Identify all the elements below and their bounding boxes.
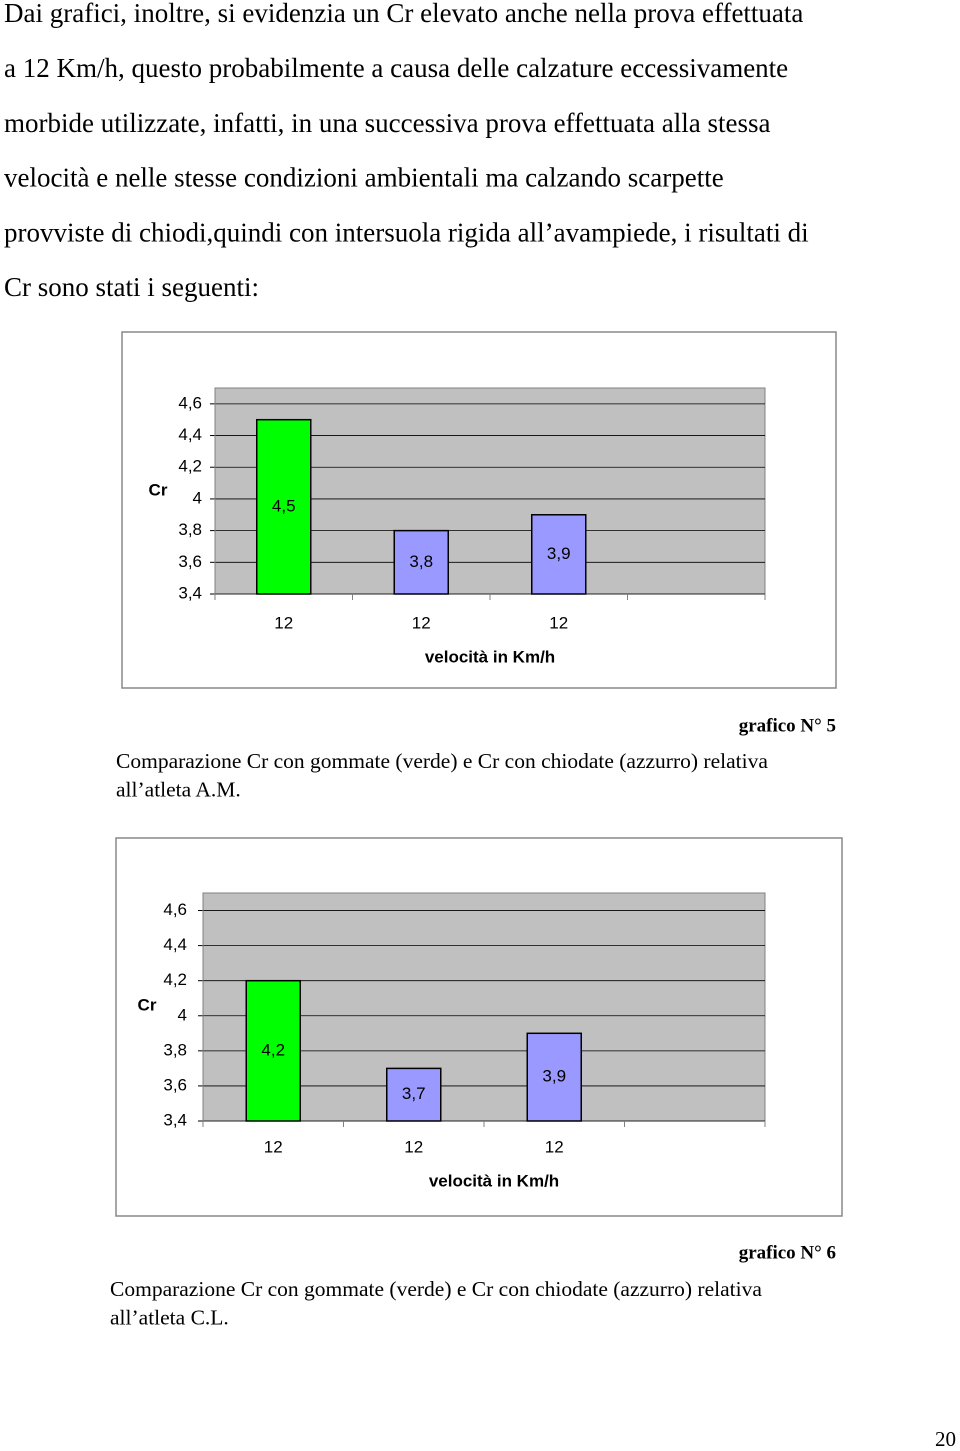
x-tick-label: 12 bbox=[274, 613, 293, 632]
caption-line: all’atleta A.M. bbox=[116, 777, 241, 801]
x-tick-label: 12 bbox=[549, 613, 568, 632]
paragraph-line: provviste di chiodi,quindi con intersuol… bbox=[4, 217, 809, 247]
y-axis-label: Cr bbox=[138, 995, 157, 1014]
y-tick-label: 4 bbox=[178, 1005, 187, 1024]
y-tick-label: 4,2 bbox=[163, 970, 187, 989]
value-label: 3,8 bbox=[409, 552, 433, 571]
value-label: 4,2 bbox=[261, 1040, 285, 1059]
y-tick-label: 3,8 bbox=[178, 520, 202, 539]
paragraph-line: Dai grafici, inoltre, si evidenzia un Cr… bbox=[4, 0, 803, 28]
bar bbox=[245, 979, 301, 1122]
y-tick-label: 4,4 bbox=[163, 935, 187, 954]
value-label: 3,7 bbox=[402, 1084, 426, 1103]
y-tick-label: 4,2 bbox=[178, 457, 202, 476]
x-axis-label: velocità in Km/h bbox=[425, 647, 555, 666]
y-tick-label: 4 bbox=[193, 488, 202, 507]
x-tick-label: 12 bbox=[412, 613, 431, 632]
caption-line: all’atleta C.L. bbox=[110, 1305, 229, 1329]
paragraph-line: velocità e nelle stesse condizioni ambie… bbox=[4, 163, 724, 193]
bar bbox=[386, 1067, 442, 1122]
x-axis-label: velocità in Km/h bbox=[429, 1171, 559, 1190]
y-tick-label: 3,6 bbox=[178, 552, 202, 571]
paragraph-line: a 12 Km/h, questo probabilmente a causa … bbox=[4, 53, 788, 83]
value-label: 3,9 bbox=[547, 544, 571, 563]
caption-line: Comparazione Cr con gommate (verde) e Cr… bbox=[110, 1277, 762, 1301]
y-tick-label: 3,4 bbox=[163, 1110, 187, 1129]
y-tick-label: 4,6 bbox=[163, 900, 187, 919]
bar bbox=[531, 514, 587, 595]
value-label: 3,9 bbox=[542, 1067, 566, 1086]
x-tick-label: 12 bbox=[264, 1137, 283, 1156]
y-tick-label: 3,6 bbox=[163, 1075, 187, 1094]
figure-label: grafico N° 5 bbox=[739, 715, 836, 736]
caption-line: Comparazione Cr con gommate (verde) e Cr… bbox=[116, 749, 768, 773]
bar bbox=[526, 1032, 582, 1122]
figure-label: grafico N° 6 bbox=[739, 1242, 836, 1263]
bar bbox=[393, 529, 449, 595]
y-tick-label: 3,4 bbox=[178, 583, 202, 602]
paragraph-line: morbide utilizzate, infatti, in una succ… bbox=[4, 108, 770, 138]
value-label: 4,5 bbox=[272, 496, 296, 515]
y-tick-label: 4,6 bbox=[178, 393, 202, 412]
bar bbox=[256, 418, 312, 595]
x-tick-label: 12 bbox=[404, 1137, 423, 1156]
paragraph-line: Cr sono stati i seguenti: bbox=[4, 272, 259, 302]
y-tick-label: 4,4 bbox=[178, 425, 202, 444]
y-axis-label: Cr bbox=[149, 480, 168, 499]
y-tick-label: 3,8 bbox=[163, 1040, 187, 1059]
page-number: 20 bbox=[935, 1427, 956, 1451]
x-tick-label: 12 bbox=[545, 1137, 564, 1156]
